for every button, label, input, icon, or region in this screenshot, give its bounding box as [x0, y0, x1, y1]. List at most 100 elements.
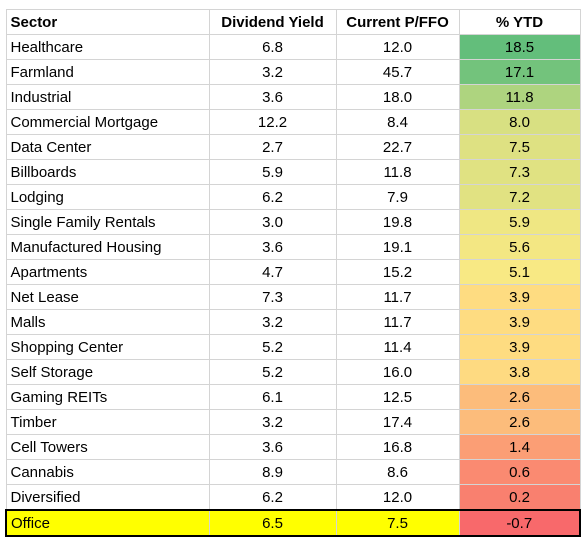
- table-row: Healthcare 6.8 12.0 18.5: [5, 34, 581, 60]
- sector-cell: Timber: [5, 409, 210, 435]
- sector-cell: Cannabis: [5, 459, 210, 485]
- value-cell: 18.0: [335, 84, 460, 110]
- value-cell: 6.8: [208, 34, 337, 60]
- table-row: Office 6.5 7.5 -0.7: [5, 509, 581, 537]
- value-cell: 3.2: [208, 409, 337, 435]
- value-cell: 0.2: [458, 484, 581, 511]
- value-cell: 6.2: [208, 484, 337, 511]
- value-cell: 15.2: [335, 259, 460, 285]
- table-row: Manufactured Housing 3.6 19.1 5.6: [5, 234, 581, 260]
- value-cell: 3.0: [208, 209, 337, 235]
- value-cell: 1.4: [458, 434, 581, 460]
- value-cell: 16.8: [335, 434, 460, 460]
- column-header: Current P/FFO: [335, 9, 460, 35]
- value-cell: 11.7: [335, 284, 460, 310]
- table-row: Billboards 5.9 11.8 7.3: [5, 159, 581, 185]
- value-cell: 3.2: [208, 309, 337, 335]
- value-cell: 45.7: [335, 59, 460, 85]
- table-row: Single Family Rentals 3.0 19.8 5.9: [5, 209, 581, 235]
- value-cell: 7.5: [335, 509, 460, 537]
- value-cell: 6.2: [208, 184, 337, 210]
- table-row: Data Center 2.7 22.7 7.5: [5, 134, 581, 160]
- sector-cell: Shopping Center: [5, 334, 210, 360]
- sector-table: Sector Dividend Yield Current P/FFO% YTD H…: [5, 9, 581, 537]
- value-cell: 0.6: [458, 459, 581, 485]
- table-row: Cannabis 8.9 8.6 0.6: [5, 459, 581, 485]
- value-cell: 7.3: [458, 159, 581, 185]
- value-cell: 3.8: [458, 359, 581, 385]
- value-cell: 7.2: [458, 184, 581, 210]
- value-cell: 12.0: [335, 484, 460, 511]
- table-row: Farmland 3.2 45.7 17.1: [5, 59, 581, 85]
- table-row: Industrial 3.6 18.0 11.8: [5, 84, 581, 110]
- value-cell: 3.9: [458, 309, 581, 335]
- sector-cell: Healthcare: [5, 34, 210, 60]
- value-cell: -0.7: [458, 509, 581, 537]
- value-cell: 5.6: [458, 234, 581, 260]
- sector-cell: Commercial Mortgage: [5, 109, 210, 135]
- table-row: Lodging 6.2 7.9 7.2: [5, 184, 581, 210]
- value-cell: 3.9: [458, 334, 581, 360]
- value-cell: 8.9: [208, 459, 337, 485]
- value-cell: 8.4: [335, 109, 460, 135]
- value-cell: 19.1: [335, 234, 460, 260]
- value-cell: 11.7: [335, 309, 460, 335]
- value-cell: 19.8: [335, 209, 460, 235]
- value-cell: 12.2: [208, 109, 337, 135]
- value-cell: 3.6: [208, 234, 337, 260]
- table-row: Shopping Center 5.2 11.4 3.9: [5, 334, 581, 360]
- value-cell: 3.2: [208, 59, 337, 85]
- sector-cell: Lodging: [5, 184, 210, 210]
- value-cell: 22.7: [335, 134, 460, 160]
- header-row: Sector Dividend Yield Current P/FFO% YTD: [5, 9, 581, 35]
- value-cell: 8.6: [335, 459, 460, 485]
- sector-cell: Single Family Rentals: [5, 209, 210, 235]
- sector-cell: Farmland: [5, 59, 210, 85]
- sector-cell: Office: [5, 509, 210, 537]
- value-cell: 2.6: [458, 409, 581, 435]
- sector-cell: Net Lease: [5, 284, 210, 310]
- value-cell: 7.9: [335, 184, 460, 210]
- value-cell: 16.0: [335, 359, 460, 385]
- sector-cell: Apartments: [5, 259, 210, 285]
- table-row: Commercial Mortgage 12.2 8.4 8.0: [5, 109, 581, 135]
- value-cell: 6.1: [208, 384, 337, 410]
- table-row: Cell Towers 3.6 16.8 1.4: [5, 434, 581, 460]
- table-row: Timber 3.2 17.4 2.6: [5, 409, 581, 435]
- table-row: Apartments 4.7 15.2 5.1: [5, 259, 581, 285]
- value-cell: 11.8: [335, 159, 460, 185]
- value-cell: 5.9: [458, 209, 581, 235]
- value-cell: 5.2: [208, 359, 337, 385]
- table-row: Net Lease 7.3 11.7 3.9: [5, 284, 581, 310]
- value-cell: 3.6: [208, 434, 337, 460]
- value-cell: 8.0: [458, 109, 581, 135]
- value-cell: 11.8: [458, 84, 581, 110]
- value-cell: 5.2: [208, 334, 337, 360]
- sector-cell: Manufactured Housing: [5, 234, 210, 260]
- table-row: Gaming REITs 6.1 12.5 2.6: [5, 384, 581, 410]
- sector-cell: Malls: [5, 309, 210, 335]
- value-cell: 7.5: [458, 134, 581, 160]
- value-cell: 5.1: [458, 259, 581, 285]
- value-cell: 17.4: [335, 409, 460, 435]
- sector-cell: Industrial: [5, 84, 210, 110]
- value-cell: 2.6: [458, 384, 581, 410]
- column-header: Dividend Yield: [208, 9, 337, 35]
- sector-cell: Data Center: [5, 134, 210, 160]
- value-cell: 11.4: [335, 334, 460, 360]
- column-header: Sector: [5, 9, 210, 35]
- value-cell: 2.7: [208, 134, 337, 160]
- sector-cell: Gaming REITs: [5, 384, 210, 410]
- value-cell: 7.3: [208, 284, 337, 310]
- value-cell: 6.5: [208, 509, 337, 537]
- value-cell: 18.5: [458, 34, 581, 60]
- column-header: % YTD: [458, 9, 581, 35]
- sector-cell: Self Storage: [5, 359, 210, 385]
- table-row: Diversified 6.2 12.0 0.2: [5, 484, 581, 511]
- value-cell: 4.7: [208, 259, 337, 285]
- sector-cell: Diversified: [5, 484, 210, 511]
- value-cell: 3.6: [208, 84, 337, 110]
- value-cell: 3.9: [458, 284, 581, 310]
- value-cell: 5.9: [208, 159, 337, 185]
